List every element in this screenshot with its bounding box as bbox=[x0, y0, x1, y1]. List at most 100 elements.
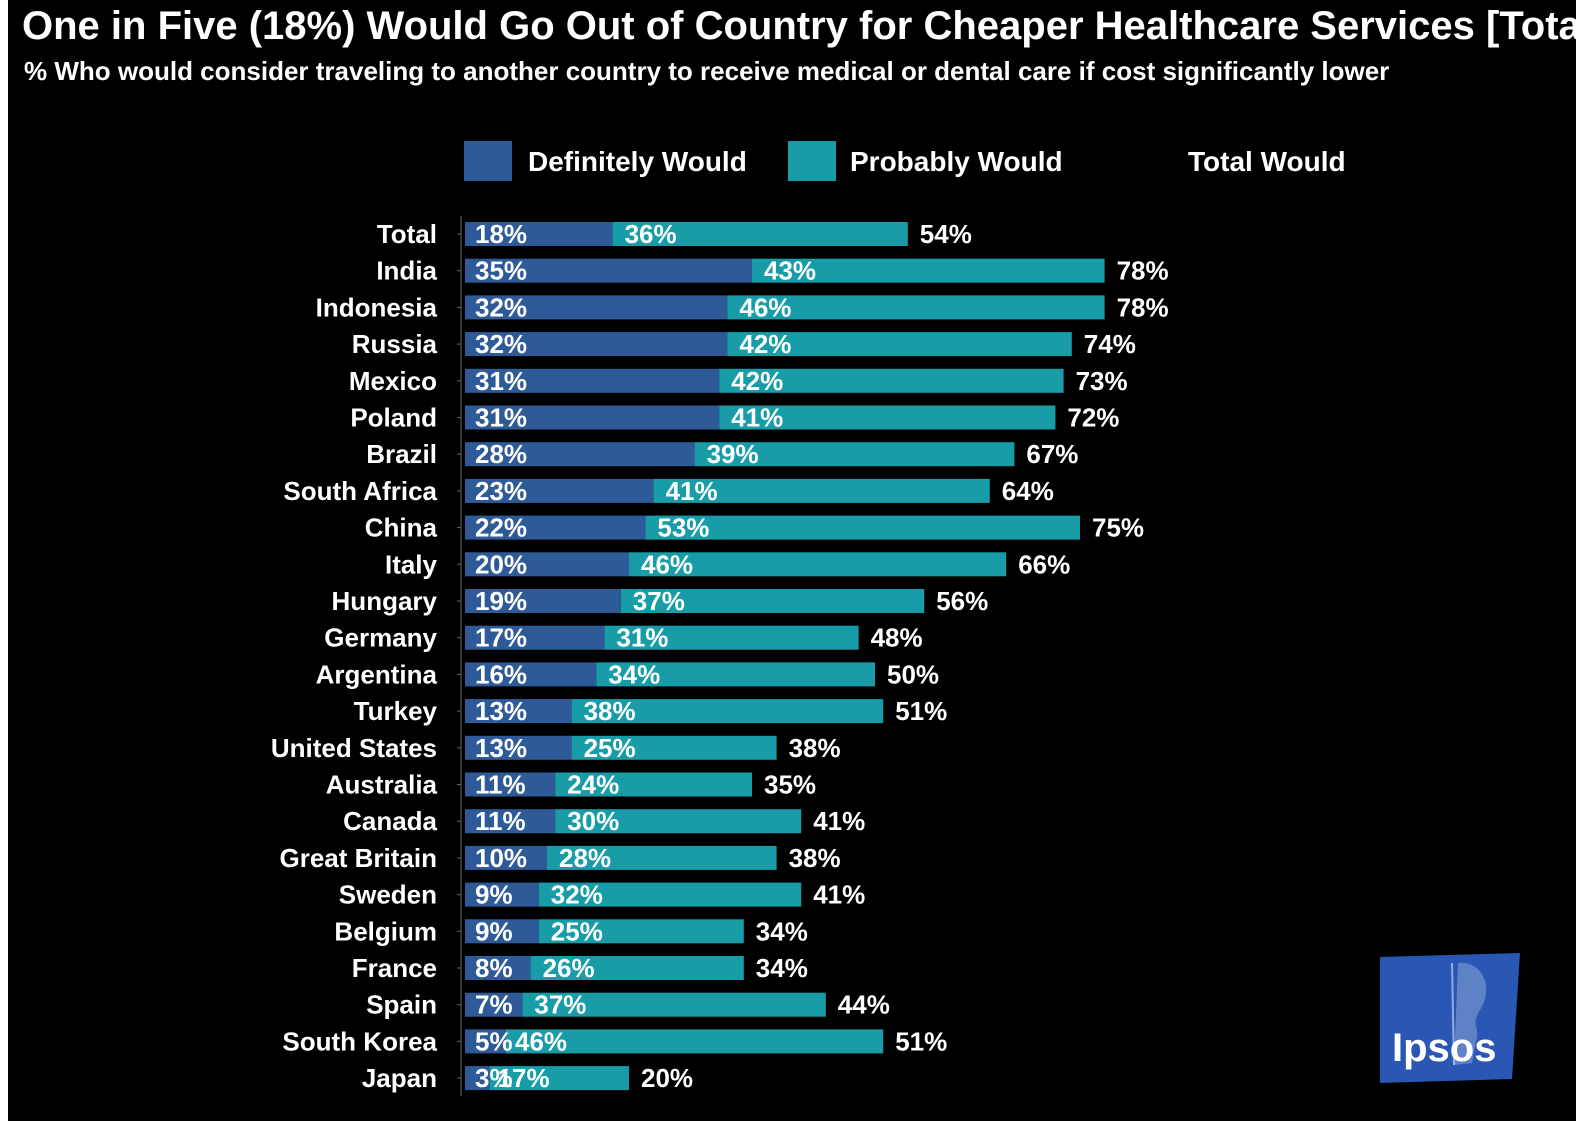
bar-probably-south-korea bbox=[506, 1029, 884, 1054]
value-label-definitely: 17% bbox=[475, 623, 527, 653]
total-label-australia: 35% bbox=[764, 770, 816, 800]
value-label-definitely: 9% bbox=[475, 880, 513, 910]
total-label-argentina: 50% bbox=[887, 659, 939, 689]
bar-definitely-south-africa bbox=[465, 478, 654, 503]
bar-probably-sweden bbox=[538, 882, 802, 907]
chart-subtitle: % Who would consider traveling to anothe… bbox=[24, 56, 1390, 86]
bar-definitely-belgium bbox=[465, 919, 539, 944]
value-label-definitely: 13% bbox=[475, 733, 527, 763]
bar-probably-south-africa bbox=[653, 478, 990, 503]
value-label-probably: 36% bbox=[625, 219, 677, 249]
total-label-south-africa: 64% bbox=[1002, 476, 1054, 506]
legend-swatch-definitely bbox=[464, 141, 512, 181]
value-label-definitely: 31% bbox=[475, 366, 527, 396]
value-label-definitely: 11% bbox=[475, 770, 526, 800]
bar-probably-italy bbox=[629, 552, 1007, 577]
bar-probably-indonesia bbox=[727, 295, 1105, 320]
bar-definitely-germany bbox=[465, 625, 605, 650]
bar-definitely-russia bbox=[465, 332, 728, 357]
bar-probably-turkey bbox=[571, 699, 884, 724]
total-label-china: 75% bbox=[1092, 513, 1144, 543]
bar-probably-japan bbox=[489, 1066, 629, 1091]
value-label-probably: 39% bbox=[707, 439, 759, 469]
value-label-probably: 42% bbox=[739, 329, 791, 359]
value-label-probably: 25% bbox=[551, 916, 603, 946]
chart-frame: One in Five (18%) Would Go Out of Countr… bbox=[8, 0, 1576, 1121]
bar-chart: Total 18% 36% 54% India 35% 43% 78% Indonesia 32%… bbox=[271, 216, 1169, 1097]
legend-label-definitely: Definitely Would bbox=[528, 146, 747, 177]
category-label-japan: Japan bbox=[362, 1063, 437, 1093]
bar-probably-belgium bbox=[538, 919, 744, 944]
category-label-argentina: Argentina bbox=[316, 659, 438, 689]
value-label-definitely: 20% bbox=[475, 549, 527, 579]
value-label-definitely: 13% bbox=[475, 696, 527, 726]
chart-title: One in Five (18%) Would Go Out of Countr… bbox=[22, 4, 1576, 48]
total-label-sweden: 41% bbox=[813, 880, 865, 910]
bar-definitely-poland bbox=[465, 405, 720, 430]
category-label-india: India bbox=[376, 256, 437, 286]
bar-definitely-india bbox=[465, 258, 752, 283]
bar-definitely-great-britain bbox=[465, 845, 547, 870]
value-label-probably: 25% bbox=[584, 733, 636, 763]
bar-probably-canada bbox=[555, 809, 802, 834]
bar-probably-brazil bbox=[694, 442, 1015, 467]
value-label-probably: 53% bbox=[657, 513, 709, 543]
total-label-south-korea: 51% bbox=[895, 1026, 947, 1056]
category-label-germany: Germany bbox=[324, 623, 437, 653]
total-label-brazil: 67% bbox=[1026, 439, 1078, 469]
bar-definitely-mexico bbox=[465, 368, 720, 393]
value-label-definitely: 3% bbox=[475, 1063, 513, 1093]
total-label-france: 34% bbox=[756, 953, 808, 983]
total-label-spain: 44% bbox=[838, 990, 890, 1020]
total-label-turkey: 51% bbox=[895, 696, 947, 726]
bar-definitely-south-korea bbox=[465, 1029, 506, 1054]
value-label-probably: 38% bbox=[584, 696, 636, 726]
value-label-probably: 46% bbox=[739, 292, 791, 322]
bar-definitely-indonesia bbox=[465, 295, 728, 320]
value-label-definitely: 16% bbox=[475, 659, 527, 689]
category-label-russia: Russia bbox=[352, 329, 438, 359]
category-label-brazil: Brazil bbox=[366, 439, 437, 469]
value-label-probably: 26% bbox=[543, 953, 595, 983]
category-label-sweden: Sweden bbox=[339, 880, 437, 910]
bar-definitely-total bbox=[465, 222, 613, 246]
value-label-probably: 37% bbox=[633, 586, 685, 616]
logo-text: Ipsos bbox=[1392, 1026, 1496, 1070]
bar-probably-china bbox=[645, 515, 1080, 540]
bar-definitely-japan bbox=[465, 1066, 490, 1091]
value-label-probably: 43% bbox=[764, 256, 816, 286]
value-label-probably: 31% bbox=[616, 623, 668, 653]
bar-probably-spain bbox=[522, 992, 826, 1017]
value-label-definitely: 10% bbox=[475, 843, 527, 873]
bar-definitely-hungary bbox=[465, 589, 621, 613]
bar-probably-great-britain bbox=[547, 845, 777, 870]
category-label-canada: Canada bbox=[343, 806, 437, 836]
bar-definitely-argentina bbox=[465, 662, 597, 687]
bar-probably-australia bbox=[555, 772, 752, 797]
value-label-definitely: 11% bbox=[475, 806, 526, 836]
bar-definitely-canada bbox=[465, 809, 556, 834]
total-label-poland: 72% bbox=[1067, 403, 1119, 433]
bar-definitely-china bbox=[465, 515, 646, 540]
bar-definitely-united-states bbox=[465, 735, 572, 760]
bar-probably-mexico bbox=[719, 368, 1064, 393]
bar-probably-poland bbox=[719, 405, 1056, 430]
total-label-belgium: 34% bbox=[756, 916, 808, 946]
legend-label-total: Total Would bbox=[1188, 146, 1346, 177]
category-label-south-korea: South Korea bbox=[282, 1026, 437, 1056]
category-label-france: France bbox=[352, 953, 437, 983]
category-label-great-britain: Great Britain bbox=[280, 843, 438, 873]
value-label-definitely: 9% bbox=[475, 916, 513, 946]
value-label-probably: 46% bbox=[641, 549, 693, 579]
bar-probably-germany bbox=[604, 625, 859, 650]
bar-definitely-australia bbox=[465, 772, 556, 797]
value-label-probably: 42% bbox=[731, 366, 783, 396]
value-label-definitely: 35% bbox=[475, 256, 527, 286]
value-label-probably: 32% bbox=[551, 880, 603, 910]
value-label-probably: 28% bbox=[559, 843, 611, 873]
logo-divider bbox=[1451, 962, 1455, 1066]
total-label-india: 78% bbox=[1117, 256, 1169, 286]
total-label-hungary: 56% bbox=[936, 586, 988, 616]
total-label-japan: 20% bbox=[641, 1063, 693, 1093]
category-label-united-states: United States bbox=[271, 733, 437, 763]
